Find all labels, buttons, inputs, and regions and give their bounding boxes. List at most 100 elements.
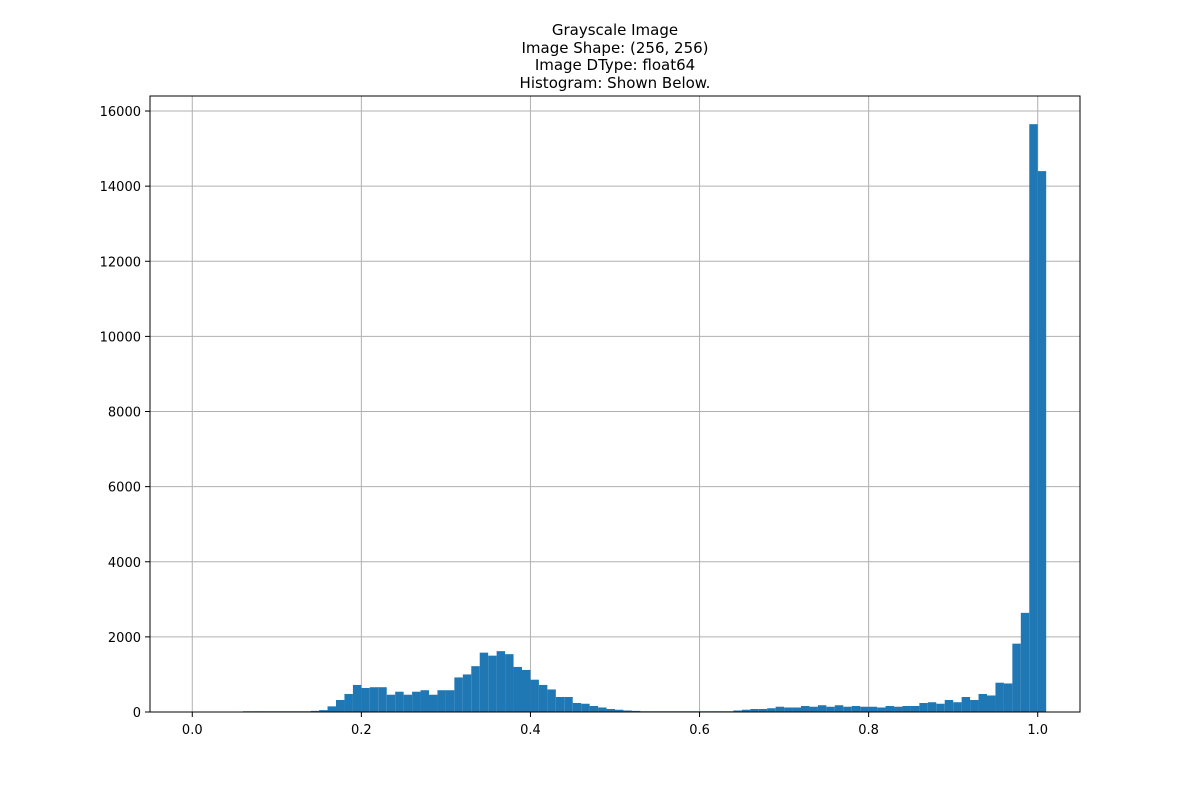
y-tick-label-3: 6000 (108, 481, 141, 496)
histogram-bar-41 (538, 684, 548, 712)
histogram-bar-82 (885, 705, 894, 712)
histogram-bar-97 (1012, 643, 1021, 712)
histogram-bar-19 (352, 684, 362, 712)
histogram-bar-45 (572, 702, 582, 712)
histogram-bar-27 (420, 690, 429, 712)
y-tick-label-4: 8000 (108, 406, 141, 421)
histogram-bar-25 (403, 694, 413, 712)
x-tick-label-3: 0.6 (689, 723, 710, 738)
histogram-bar-14 (310, 710, 320, 712)
histogram-bar-20 (361, 687, 370, 712)
y-tick-label-5: 10000 (100, 330, 141, 345)
histogram-bar-35 (488, 655, 497, 712)
histogram-bar-87 (927, 702, 937, 712)
chart-title-line-1: Grayscale Image (552, 21, 678, 39)
histogram-bar-70 (784, 707, 793, 712)
y-tick-label-6: 12000 (100, 255, 141, 270)
tick-marks-and-labels: 0.0 0.2 0.4 0.6 0.8 1.0 0 2000 4000 6000 8000 10000… (100, 105, 1048, 738)
histogram-bar-29 (437, 690, 446, 712)
histogram-bar-32 (462, 674, 472, 712)
histogram-bar-33 (471, 666, 480, 712)
histogram-bar-81 (877, 707, 886, 712)
histogram-bar-23 (386, 694, 396, 712)
histogram-bar-72 (801, 705, 810, 712)
y-tick-label-1: 2000 (108, 631, 141, 646)
histogram-bar-86 (919, 702, 928, 712)
histogram-bar-75 (826, 706, 835, 712)
histogram-bar-48 (598, 707, 607, 712)
y-tick-label-0: 0 (133, 706, 141, 721)
histogram-bar-49 (606, 708, 615, 712)
histogram-bar-83 (894, 706, 903, 712)
histogram-bar-78 (851, 705, 861, 712)
histogram-bar-39 (522, 669, 531, 712)
histogram-bar-74 (817, 705, 827, 712)
histogram-bar-88 (936, 703, 945, 712)
histogram-bar-50 (615, 709, 624, 712)
histogram-bar-73 (809, 706, 818, 712)
histogram-bar-24 (395, 691, 404, 712)
histogram-bar-85 (910, 705, 920, 712)
x-tick-label-4: 0.8 (858, 723, 879, 738)
histogram-bar-90 (953, 702, 962, 712)
x-tick-label-2: 0.4 (520, 723, 541, 738)
plot-frame (149, 95, 1081, 713)
histogram-bar-47 (589, 705, 599, 712)
histogram-bar-21 (369, 687, 379, 712)
chart-title-line-2: Image Shape: (256, 256) (521, 39, 708, 57)
histogram-bar-36 (496, 651, 506, 712)
axes (149, 95, 1081, 713)
histogram-bar-100 (1037, 171, 1047, 712)
histogram-bar-15 (319, 710, 328, 712)
x-tick-label-5: 1.0 (1027, 723, 1048, 738)
histogram-bar-94 (987, 695, 996, 712)
histogram-bar-43 (555, 696, 565, 712)
histogram-bar-89 (944, 699, 954, 712)
histogram-bar-92 (970, 699, 979, 712)
histogram-bar-71 (792, 707, 801, 712)
histogram-bar-77 (843, 706, 852, 712)
histogram-bar-84 (902, 705, 911, 712)
histogram-bar-46 (581, 703, 590, 712)
histogram-bar-95 (995, 682, 1004, 712)
histogram-bar-26 (412, 691, 421, 712)
x-tick-label-0: 0.0 (182, 723, 203, 738)
histogram-bar-99 (1029, 124, 1038, 713)
histogram-bar-44 (564, 696, 573, 712)
histogram-bar-51 (623, 710, 632, 712)
histogram-bar-30 (445, 690, 455, 712)
histogram-bar-67 (758, 708, 768, 712)
histogram-bar-17 (336, 699, 345, 712)
histogram-bar-96 (1003, 683, 1013, 712)
histogram-bar-80 (868, 706, 878, 712)
histogram-bar-40 (530, 679, 539, 712)
histogram-bar-16 (327, 706, 336, 712)
histogram-bar-52 (631, 710, 641, 712)
histogram-bar-66 (750, 708, 759, 712)
y-tick-label-2: 4000 (108, 556, 141, 571)
y-tick-label-7: 14000 (100, 180, 141, 195)
histogram-bars (234, 124, 1047, 713)
histogram-bar-38 (513, 666, 522, 712)
histogram-bar-93 (978, 693, 987, 712)
grid-lines (150, 96, 1080, 713)
histogram-bar-79 (860, 706, 869, 712)
histogram-bar-69 (775, 706, 785, 712)
histogram-bar-22 (378, 687, 387, 712)
chart-title-line-3: Image DType: float64 (535, 56, 695, 74)
histogram-bar-18 (344, 693, 353, 712)
histogram-bar-37 (505, 654, 514, 712)
histogram-bar-68 (767, 708, 776, 712)
histogram-bar-76 (834, 705, 844, 712)
y-tick-label-8: 16000 (100, 105, 141, 120)
histogram-bar-91 (961, 696, 971, 712)
histogram-bar-65 (741, 709, 751, 712)
histogram-bar-98 (1020, 612, 1030, 712)
histogram-bar-28 (429, 694, 438, 712)
chart-title-line-4: Histogram: Shown Below. (520, 74, 711, 92)
histogram-bar-64 (733, 710, 742, 712)
histogram-bar-34 (479, 652, 489, 712)
histogram-bar-31 (454, 677, 463, 712)
